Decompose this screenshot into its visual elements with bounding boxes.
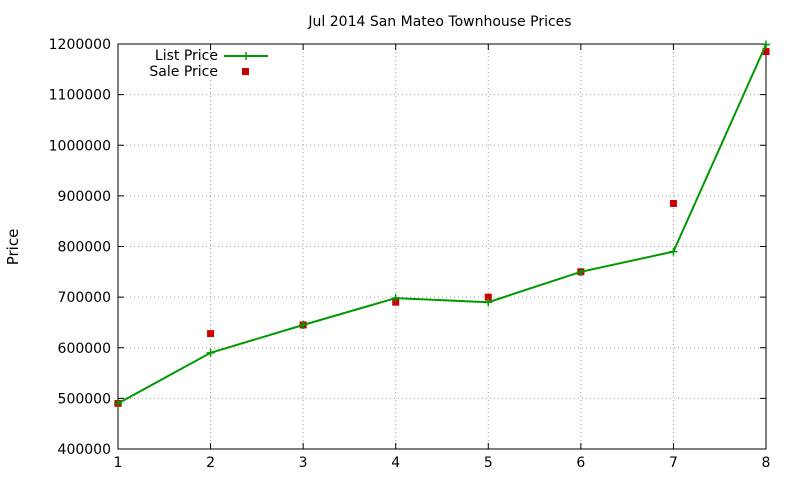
list-price-point	[114, 399, 122, 408]
list-price-point	[484, 298, 493, 307]
list-price-point	[576, 267, 585, 276]
y-tick-label: 1100000	[49, 88, 111, 104]
y-tick-label: 1200000	[49, 37, 111, 53]
sale-price-point	[392, 298, 400, 306]
x-tick-label: 8	[762, 455, 771, 471]
list-price-point	[762, 40, 770, 49]
y-tick-label: 1000000	[49, 138, 111, 154]
x-tick-label: 7	[669, 455, 678, 471]
y-tick-label: 400000	[58, 442, 111, 458]
y-tick-label: 600000	[58, 341, 111, 357]
legend-label-sale-price: Sale Price	[149, 64, 218, 80]
list-price-point	[391, 294, 400, 303]
x-tick-label: 2	[206, 455, 215, 471]
grid-lines	[118, 44, 766, 449]
list-price-point	[299, 320, 308, 329]
axis-ticks: 400000 500000 600000 700000 800000 900000 1000…	[49, 37, 771, 471]
legend: List Price Sale Price	[149, 48, 268, 80]
x-tick-label: 1	[114, 455, 123, 471]
list-price-point	[669, 247, 678, 256]
legend-label-list-price: List Price	[155, 48, 218, 64]
x-tick-label: 3	[299, 455, 308, 471]
sale-price-point	[669, 199, 677, 207]
sale-price-point	[207, 330, 215, 338]
legend-marker-sale-price	[242, 68, 249, 75]
x-tick-label: 6	[576, 455, 585, 471]
chart-title: Jul 2014 San Mateo Townhouse Prices	[307, 14, 571, 30]
list-price-line	[117, 44, 767, 405]
y-tick-label: 800000	[58, 240, 111, 256]
x-tick-label: 4	[391, 455, 400, 471]
y-axis-label: Price	[4, 229, 22, 266]
legend-marker-list-price	[242, 52, 250, 60]
sale-price-point	[762, 48, 770, 56]
x-tick-label: 5	[484, 455, 493, 471]
y-tick-label: 700000	[58, 290, 111, 306]
data-series	[114, 40, 770, 408]
sale-price-point	[484, 293, 492, 301]
y-tick-label: 500000	[58, 391, 111, 407]
y-tick-label: 900000	[58, 189, 111, 205]
list-price-point	[206, 348, 215, 357]
